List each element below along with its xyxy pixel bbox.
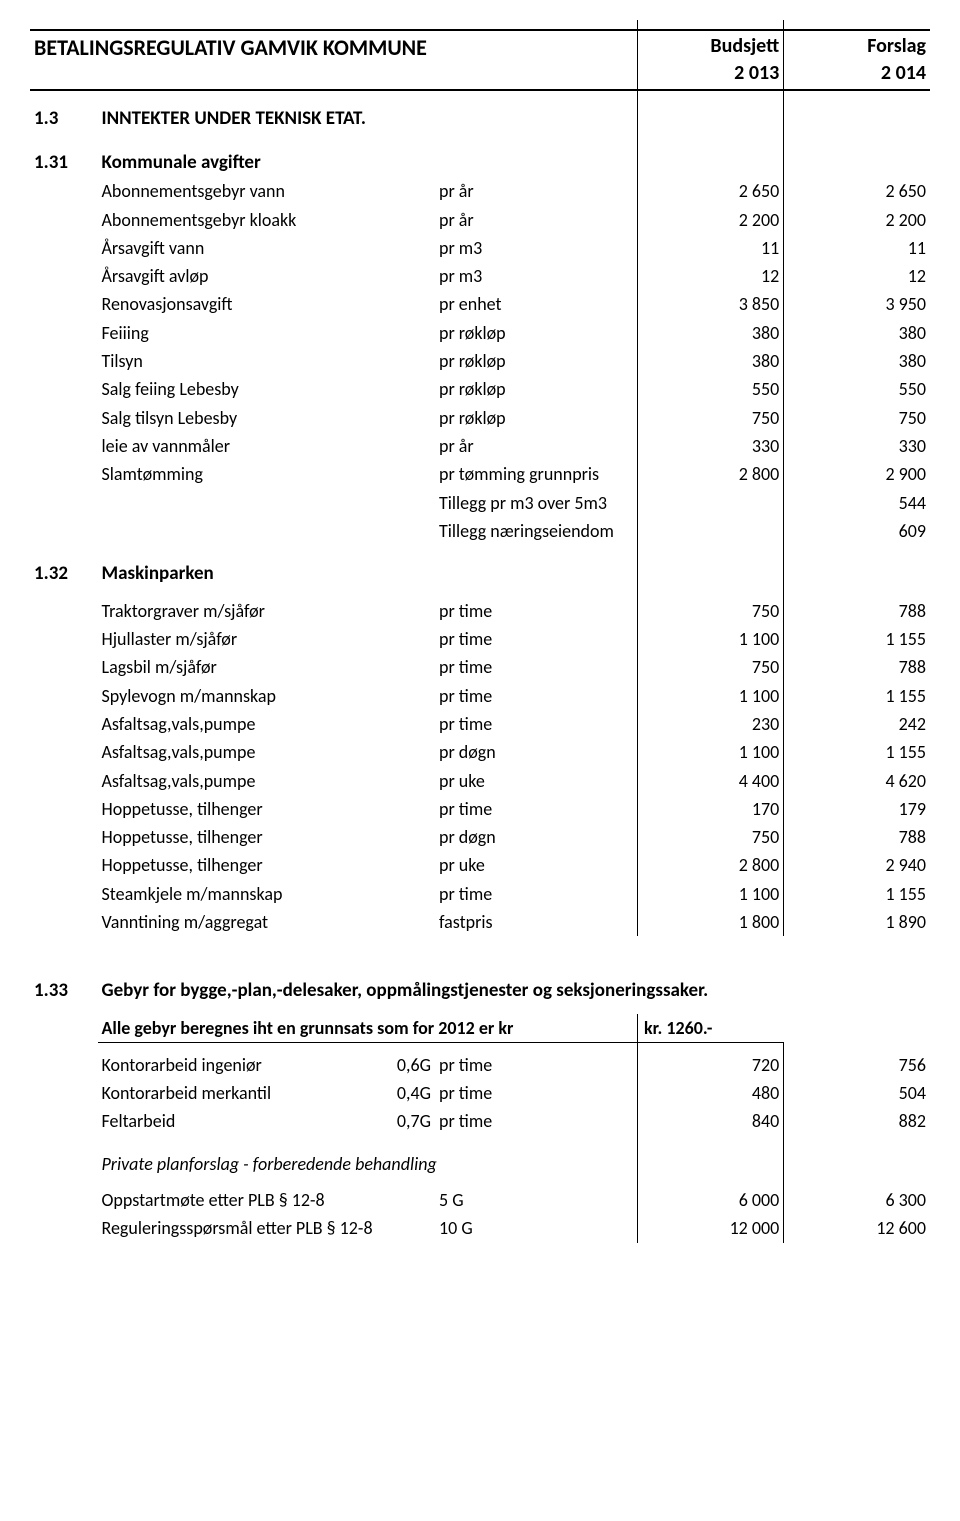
sec131-title: Kommunale avgifter xyxy=(98,148,436,178)
table-row: Slamtømmingpr tømming grunnpris2 8002 90… xyxy=(30,460,930,488)
sec13-title: INNTEKTER UNDER TEKNISK ETAT. xyxy=(98,104,638,134)
document-page: BETALINGSREGULATIV GAMVIK KOMMUNE Budsje… xyxy=(0,0,960,1283)
sec13-num: 1.3 xyxy=(30,104,98,134)
sec133-subtitle: Alle gebyr beregnes iht en grunnsats som… xyxy=(30,1014,930,1043)
sec133-sub-right: kr. 1260.- xyxy=(638,1014,784,1043)
table-row: Abonnementsgebyr kloakkpr år2 2002 200 xyxy=(30,206,930,234)
table-row: Hjullaster m/sjåførpr time1 1001 155 xyxy=(30,625,930,653)
sec131-num: 1.31 xyxy=(30,148,98,178)
table-row: Asfaltsag,vals,pumpepr time230242 xyxy=(30,710,930,738)
table-row: Tillegg næringseiendom609 xyxy=(30,517,930,545)
table-row: Kontorarbeid ingeniør0,6Gpr time720756 xyxy=(30,1051,930,1079)
sec133-plb-rows: Oppstartmøte etter PLB § 12-85 G6 0006 3… xyxy=(30,1186,930,1243)
regulativ-table: BETALINGSREGULATIV GAMVIK KOMMUNE Budsje… xyxy=(30,20,930,1243)
section-1-3: 1.3 INNTEKTER UNDER TEKNISK ETAT. xyxy=(30,104,930,134)
col1-year: 2 013 xyxy=(642,60,779,87)
section-1-33-head: 1.33 Gebyr for bygge,-plan,-delesaker, o… xyxy=(30,976,930,1006)
col2-label: Forslag xyxy=(788,33,926,60)
sec133-num: 1.33 xyxy=(30,976,98,1006)
section-1-32-head: 1.32 Maskinparken xyxy=(30,559,930,589)
section-1-31-head: 1.31 Kommunale avgifter xyxy=(30,148,930,178)
table-row: Asfaltsag,vals,pumpepr døgn1 1001 155 xyxy=(30,738,930,766)
table-row: leie av vannmålerpr år330330 xyxy=(30,432,930,460)
table-row: Feltarbeid0,7Gpr time840882 xyxy=(30,1107,930,1135)
sec133-title: Gebyr for bygge,-plan,-delesaker, oppmål… xyxy=(98,976,931,1006)
private-plan-label: Private planforslag - forberedende behan… xyxy=(98,1150,638,1178)
sec131-rows: Abonnementsgebyr vannpr år2 6502 650Abon… xyxy=(30,177,930,545)
header-row: BETALINGSREGULATIV GAMVIK KOMMUNE Budsje… xyxy=(30,30,930,90)
table-row: Tillegg pr m3 over 5m3544 xyxy=(30,489,930,517)
table-row: Asfaltsag,vals,pumpepr uke4 4004 620 xyxy=(30,767,930,795)
table-row: Renovasjonsavgiftpr enhet3 8503 950 xyxy=(30,290,930,318)
table-row: Traktorgraver m/sjåførpr time750788 xyxy=(30,597,930,625)
table-row: Reguleringsspørsmål etter PLB § 12-810 G… xyxy=(30,1214,930,1242)
table-row: Lagsbil m/sjåførpr time750788 xyxy=(30,653,930,681)
table-row: Salg tilsyn Lebesbypr røkløp750750 xyxy=(30,404,930,432)
doc-title: BETALINGSREGULATIV GAMVIK KOMMUNE xyxy=(34,34,427,61)
table-row: Tilsynpr røkløp380380 xyxy=(30,347,930,375)
table-row: Årsavgift vannpr m31111 xyxy=(30,234,930,262)
table-row: Hoppetusse, tilhengerpr time170179 xyxy=(30,795,930,823)
sec133-private-title: Private planforslag - forberedende behan… xyxy=(30,1150,930,1178)
table-row: Steamkjele m/mannskappr time1 1001 155 xyxy=(30,880,930,908)
table-row: Hoppetusse, tilhengerpr døgn750788 xyxy=(30,823,930,851)
table-row: Årsavgift avløppr m31212 xyxy=(30,262,930,290)
table-row: Hoppetusse, tilhengerpr uke2 8002 940 xyxy=(30,851,930,879)
sec132-rows: Traktorgraver m/sjåførpr time750788Hjull… xyxy=(30,597,930,937)
table-row: Abonnementsgebyr vannpr år2 6502 650 xyxy=(30,177,930,205)
col1-label: Budsjett xyxy=(642,33,779,60)
sec133-kont-rows: Kontorarbeid ingeniør0,6Gpr time720756Ko… xyxy=(30,1051,930,1136)
sec132-num: 1.32 xyxy=(30,559,98,589)
table-row: Vanntining m/aggregatfastpris1 8001 890 xyxy=(30,908,930,936)
col2-year: 2 014 xyxy=(788,60,926,87)
sec133-sub-left: Alle gebyr beregnes iht en grunnsats som… xyxy=(98,1014,638,1043)
table-row: Oppstartmøte etter PLB § 12-85 G6 0006 3… xyxy=(30,1186,930,1214)
table-row: Kontorarbeid merkantil0,4Gpr time480504 xyxy=(30,1079,930,1107)
table-row: Feiiingpr røkløp380380 xyxy=(30,319,930,347)
sec132-title: Maskinparken xyxy=(98,559,436,589)
table-row: Spylevogn m/mannskappr time1 1001 155 xyxy=(30,682,930,710)
table-row: Salg feiing Lebesbypr røkløp550550 xyxy=(30,375,930,403)
